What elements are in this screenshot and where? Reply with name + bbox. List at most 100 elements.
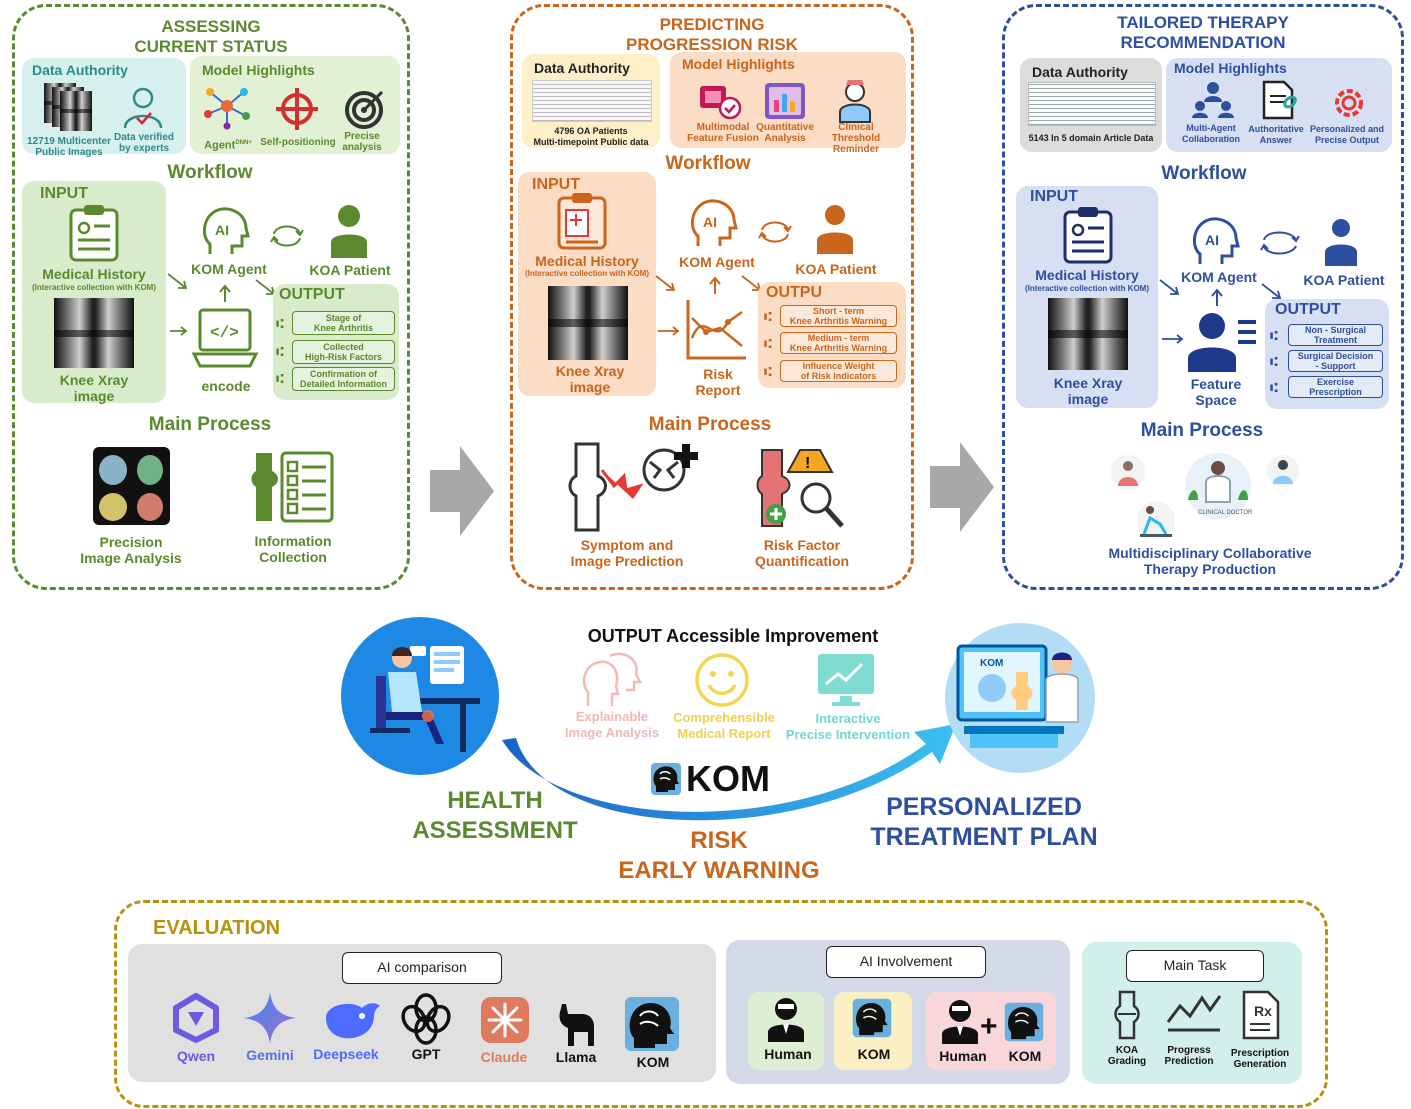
knee-xray-label: Knee Xray image: [59, 372, 129, 404]
highlight-agent: Agent: [204, 139, 236, 152]
center-item-label: Comprehensible Medical Report: [673, 710, 775, 741]
arrow-diag: [167, 273, 188, 289]
koa-patient-label: KOA Patient: [795, 261, 877, 277]
box-title: Model Highlights: [202, 62, 315, 78]
patient-icon: [817, 205, 853, 254]
highlight-label: Authoritative Answer: [1248, 124, 1304, 145]
input-title: INPUT: [532, 176, 580, 193]
progress-chart-icon: [1166, 995, 1222, 1032]
box-title: Model Highlights: [682, 56, 795, 72]
kom-title: KOM: [686, 758, 770, 799]
data-label: 4796 OA Patients Multi-timepoint Public …: [533, 126, 649, 147]
box-title: Data Authority: [32, 62, 128, 78]
arrow-diag: [1261, 283, 1282, 299]
knee-xray-label: Knee Xray image: [555, 363, 625, 395]
gemini-logo-icon: [244, 992, 296, 1044]
panel-predicting: PREDICTING PROGRESSION RISK: [510, 4, 914, 590]
data-label: Data verified by experts: [113, 132, 175, 154]
knee-xray-label: Knee Xray image: [1053, 375, 1123, 407]
panel-tailored: TAILORED THERAPY RECOMMENDATION: [1002, 4, 1404, 590]
output-bullet-icon: ⑆: [276, 316, 284, 331]
evaluation-title: EVALUATION: [153, 917, 281, 939]
output-bullet-icon: ⑆: [276, 344, 284, 359]
clipboard-icon: [557, 193, 607, 250]
input-title: INPUT: [40, 185, 88, 202]
highlight-label: Multimodal Feature Fusion: [687, 122, 759, 144]
arrow-diag: [655, 275, 676, 291]
kom-agent-label: KOM Agent: [191, 261, 267, 277]
output-bullet-icon: ⑆: [1270, 380, 1278, 395]
chart-analysis-icon: [765, 83, 805, 119]
qwen-logo-icon: [173, 993, 219, 1043]
task-label: Progress Prediction: [1164, 1045, 1214, 1067]
kom-brain-logo-icon: [651, 763, 681, 795]
clipboard-icon: [69, 205, 119, 262]
model-label: Claude: [480, 1049, 528, 1065]
output-bullet-icon: ⑆: [1270, 354, 1278, 369]
model-label: Deepseek: [313, 1046, 379, 1062]
panel-title: ASSESSING CURRENT STATUS: [134, 17, 288, 56]
koa-patient-label: KOA Patient: [1303, 272, 1385, 288]
image-stack-icon: [60, 91, 92, 131]
output-item: Influence Weight of Risk Indicators: [780, 360, 897, 382]
process-label: Symptom and Image Prediction: [570, 537, 684, 569]
article-image: [1028, 82, 1156, 126]
knee-bone-icon: [1114, 990, 1140, 1040]
doctor-verified-icon: [123, 87, 163, 129]
patient-icon: [331, 205, 367, 258]
workflow-heading: Workflow: [665, 153, 751, 174]
center-heading: OUTPUT Accessible Improvement: [587, 626, 879, 646]
patient-icon: [1325, 219, 1357, 266]
cycle-arrows-icon: [270, 225, 304, 247]
kom-brain-icon: [852, 998, 892, 1038]
highlight-label: Multi-Agent Collaboration: [1182, 123, 1240, 144]
svg-text:</>: </>: [210, 324, 239, 342]
evaluation-panel: EVALUATION: [114, 900, 1328, 1108]
output-title: OUTPU: [766, 284, 822, 301]
kom-agent-label: KOM Agent: [679, 254, 755, 270]
arrow-right: [658, 326, 680, 336]
highlight-label: Personalized and Precise Output: [1309, 124, 1385, 145]
gpt-logo-icon: [401, 993, 451, 1045]
panel-assessing: ASSESSING CURRENT STATUS: [12, 4, 410, 590]
highlight-label: Precise analysis: [342, 131, 382, 153]
workflow-heading: Workflow: [1161, 163, 1247, 184]
code-laptop-icon: </>: [191, 308, 259, 368]
highlight-label: Clinical Threshold Reminder: [831, 122, 881, 155]
medical-history-sub: (Interactive collection with KOM): [1024, 284, 1149, 293]
svg-text:AI: AI: [215, 222, 229, 238]
box-title: Data Authority: [1032, 64, 1128, 80]
output-bullet-icon: ⑆: [764, 364, 772, 379]
process-label: Risk Factor Quantification: [754, 537, 850, 569]
output-bullet-icon: ⑆: [764, 336, 772, 351]
medical-history-sub: (Interactive collection with KOM): [31, 283, 156, 292]
arrow-up: [709, 276, 721, 294]
blue-arc-arrow: [502, 724, 956, 821]
arrow-up: [1211, 288, 1223, 306]
document-link-icon: [1262, 80, 1297, 120]
model-label: Qwen: [176, 1048, 216, 1064]
team-icon: [1192, 82, 1234, 118]
output-box: OUTPUT: [1265, 299, 1389, 409]
output-item: Stage of Knee Arthritis: [292, 311, 395, 335]
workflow-heading: Workflow: [167, 162, 253, 183]
involvement-label: Human: [764, 1046, 812, 1062]
treatment-plan-illustration: KOM: [945, 623, 1095, 773]
clinical-doctor-icon: CLINICAL DOCTOR: [1185, 453, 1253, 519]
output-item: Exercise Prescription: [1288, 376, 1383, 398]
main-process-heading: Main Process: [1140, 420, 1264, 441]
prescription-icon: Rx: [1242, 990, 1280, 1040]
highlight-label: Self-positioning: [260, 137, 336, 148]
specialist-icon: [1111, 455, 1145, 489]
arrow-up: [219, 284, 231, 302]
box-title: Model Highlights: [1174, 60, 1287, 76]
doctor-icon: [839, 80, 871, 123]
output-item: Confirmation of Detailed Information: [292, 367, 395, 391]
risk-report-icon: [686, 300, 746, 360]
model-label: GPT: [411, 1046, 441, 1062]
gear-icon: [1335, 89, 1363, 117]
model-label: Gemini: [246, 1047, 294, 1063]
involvement-label: Human: [939, 1048, 987, 1064]
claude-logo-icon: [481, 997, 529, 1043]
medical-history-label: Medical History: [1035, 267, 1139, 283]
